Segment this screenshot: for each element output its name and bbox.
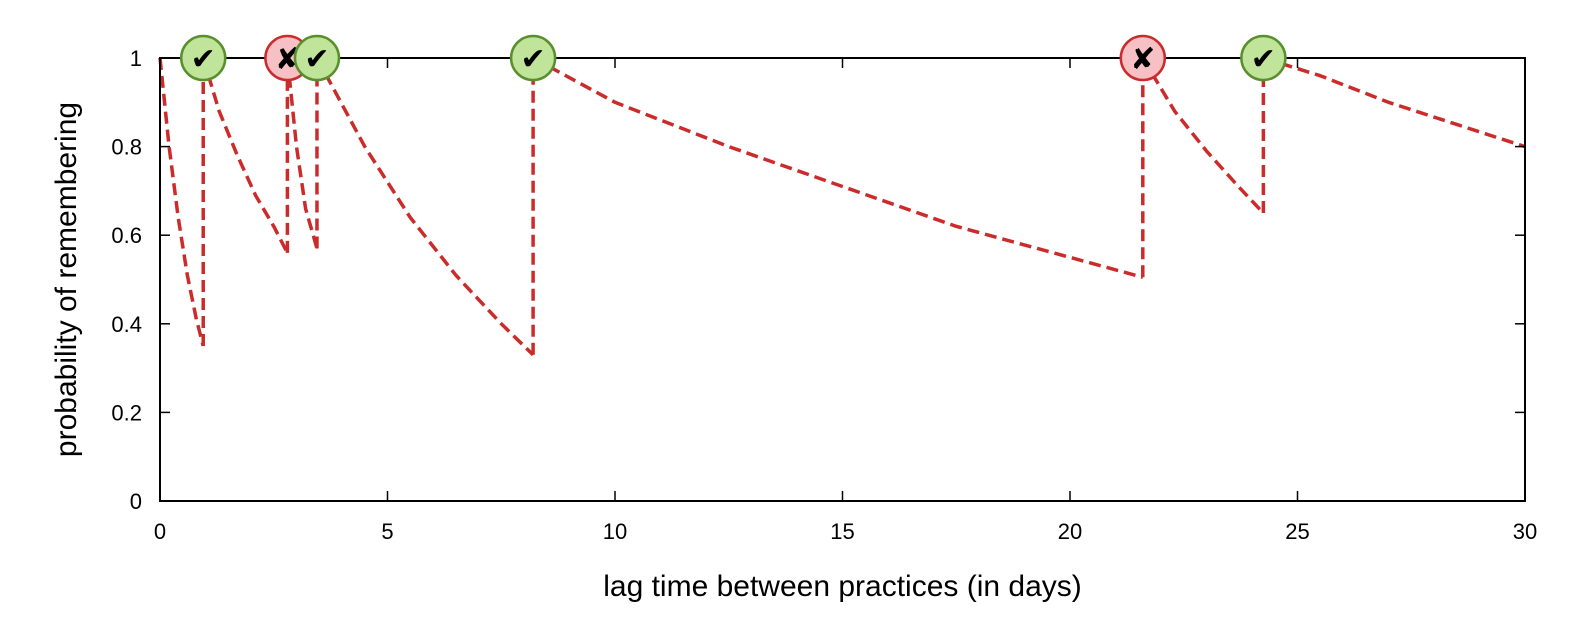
decay-curve xyxy=(158,57,205,347)
y-tick-label: 0.6 xyxy=(111,223,142,248)
check-icon-circle xyxy=(1240,34,1287,82)
y-tick-label: 1 xyxy=(130,46,142,71)
decay-curve xyxy=(315,57,535,357)
check-icon-circle xyxy=(293,34,341,82)
x-tick-label: 25 xyxy=(1285,519,1309,544)
practice-markers: ✔ ✘ ✔ ✔ ✘ ✔ xyxy=(179,34,1287,82)
plot-content xyxy=(158,56,1526,357)
correct-marker: ✔ xyxy=(293,34,341,82)
x-tick-label: 30 xyxy=(1513,519,1537,544)
x-tick-label: 15 xyxy=(830,519,854,544)
y-tick-label: 0 xyxy=(130,489,142,514)
correct-marker: ✔ xyxy=(179,34,227,82)
axis-ticks: 0 5 10 15 20 25 30 0 0.2 0.4 0.6 0.8 1 xyxy=(111,46,1537,544)
check-icon: ✔ xyxy=(304,42,329,77)
correct-marker: ✔ xyxy=(509,34,557,82)
x-tick-label: 5 xyxy=(381,519,393,544)
decay-curve xyxy=(285,57,319,249)
x-axis-label: lag time between practices (in days) xyxy=(603,570,1082,603)
decay-curve xyxy=(201,57,289,254)
check-icon-circle xyxy=(179,34,227,82)
y-tick-label: 0.4 xyxy=(111,312,142,337)
check-icon-circle xyxy=(509,34,557,82)
correct-marker: ✔ xyxy=(1240,34,1287,82)
x-tick-label: 20 xyxy=(1058,519,1082,544)
check-icon: ✔ xyxy=(1251,42,1276,77)
y-tick-label: 0.8 xyxy=(111,135,142,160)
cross-icon: ✘ xyxy=(1130,42,1155,77)
plot-frame xyxy=(159,57,1526,502)
incorrect-marker: ✘ xyxy=(1119,34,1167,82)
decay-curve xyxy=(1141,57,1265,215)
x-tick-label: 10 xyxy=(603,519,627,544)
check-icon: ✔ xyxy=(521,42,546,77)
x-tick-label: 0 xyxy=(154,519,166,544)
decay-curve xyxy=(1262,56,1526,149)
y-tick-label: 0.2 xyxy=(111,400,142,425)
cross-icon-circle xyxy=(1119,34,1167,82)
check-icon: ✔ xyxy=(191,42,216,77)
decay-curve xyxy=(532,56,1144,279)
y-axis-label: probability of remembering xyxy=(50,102,83,457)
